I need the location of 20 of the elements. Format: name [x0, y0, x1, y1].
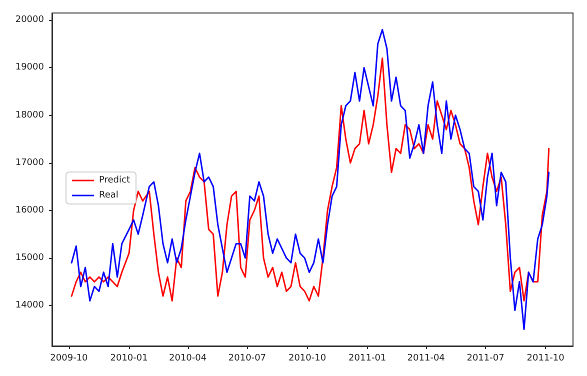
legend-label: Predict: [99, 176, 130, 186]
x-tick-label: 2010-10: [288, 354, 326, 364]
line-series: [70, 28, 550, 330]
y-tick-label: 15000: [15, 252, 44, 263]
x-tick-label: 2011-04: [407, 354, 446, 364]
x-tick-label: 2011-01: [348, 354, 386, 364]
x-tick-label: 2011-10: [526, 354, 565, 364]
y-tick-label: 18000: [15, 110, 44, 120]
line-series: [70, 57, 550, 302]
x-tick-label: 2009-10: [50, 354, 88, 364]
y-tick-label: 16000: [15, 205, 44, 216]
y-tick-label: 20000: [15, 15, 44, 26]
y-tick-label: 14000: [15, 300, 44, 311]
x-tick-label: 2010-07: [228, 354, 266, 364]
x-tick-label: 2011-07: [466, 354, 504, 364]
y-tick-label: 19000: [15, 62, 44, 73]
y-tick-label: 17000: [15, 158, 44, 168]
x-tick-label: 2010-04: [168, 354, 207, 364]
x-tick-label: 2010-01: [110, 354, 148, 364]
legend-label: Real: [99, 190, 118, 200]
